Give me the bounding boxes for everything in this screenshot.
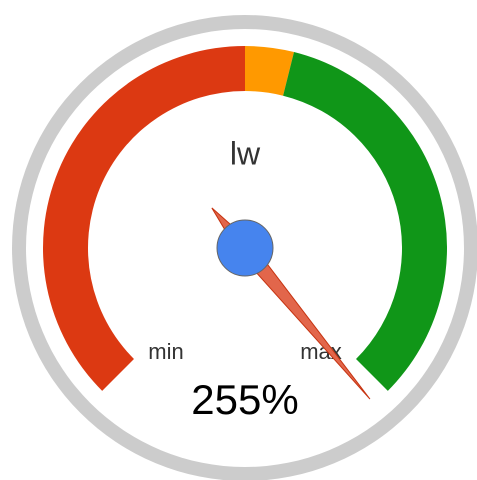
band	[42, 46, 245, 391]
band	[283, 52, 447, 391]
min-label: min	[148, 339, 183, 364]
needle-hub	[216, 219, 274, 277]
needle-group	[211, 207, 371, 400]
gauge-title: lw	[230, 135, 261, 171]
value-label: 255%	[191, 376, 298, 423]
band	[245, 46, 295, 96]
bands	[42, 46, 447, 391]
